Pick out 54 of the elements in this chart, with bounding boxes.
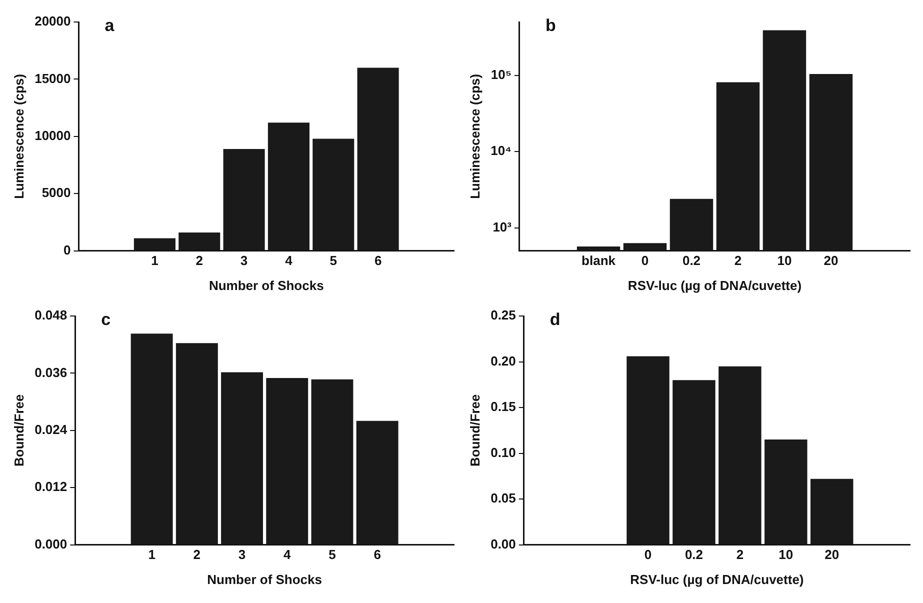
x-tick-label: 0.2 <box>682 253 701 268</box>
x-tick-label: 2 <box>193 547 201 562</box>
x-axis-title: Number of Shocks <box>207 572 322 587</box>
x-tick-label: 6 <box>374 547 381 562</box>
y-tick-label: 0.000 <box>34 536 68 552</box>
x-tick-label: blank <box>582 253 616 268</box>
x-tick-label: 5 <box>330 253 337 268</box>
y-axis-title: Bound/Free <box>467 394 482 467</box>
y-tick-label: 10000 <box>34 128 71 143</box>
x-tick-label: 2 <box>736 547 744 562</box>
y-tick-label: 10³ <box>492 219 512 234</box>
x-tick-label: 20 <box>824 547 840 562</box>
y-tick-label: 0.048 <box>34 308 68 323</box>
y-tick-label: 5000 <box>42 185 71 200</box>
chart-title: b <box>545 16 556 36</box>
x-tick-label: 10 <box>777 253 792 268</box>
x-tick-label: 2 <box>196 253 203 268</box>
chart-title: d <box>550 310 560 330</box>
x-tick-label: 1 <box>151 253 158 268</box>
y-tick-label: 15000 <box>34 70 71 86</box>
y-tick-label: 0.15 <box>490 399 516 414</box>
y-axis-title: Luminescence (cps) <box>467 74 482 199</box>
y-tick-label: 0 <box>64 242 71 258</box>
y-tick-label: 0.012 <box>34 479 68 494</box>
y-tick-label: 0.25 <box>490 308 516 323</box>
x-tick-label: 0 <box>641 253 649 268</box>
x-tick-label: 0.2 <box>684 547 704 562</box>
x-tick-label: 20 <box>824 253 838 268</box>
x-tick-label: 10 <box>778 547 794 562</box>
x-tick-label: 4 <box>284 547 292 562</box>
y-tick-label: 20000 <box>34 14 71 29</box>
y-axis-title: Luminescence (cps) <box>11 74 26 199</box>
chart-title: c <box>101 310 111 330</box>
x-tick-label: 2 <box>734 253 742 268</box>
y-tick-label: 0.00 <box>490 536 516 552</box>
y-tick-label: 0.05 <box>490 490 516 506</box>
x-axis-title: RSV-luc (µg of DNA/cuvette) <box>630 572 804 587</box>
x-axis-title: RSV-luc (µg of DNA/cuvette) <box>628 278 802 293</box>
x-tick-label: 4 <box>285 253 294 268</box>
x-tick-label: 0 <box>644 547 652 562</box>
x-tick-label: 6 <box>374 253 382 268</box>
x-tick-label: 3 <box>240 253 248 268</box>
x-axis-title: Number of Shocks <box>208 278 324 293</box>
y-tick-label: 10⁴ <box>490 143 512 158</box>
y-tick-label: 0.10 <box>490 444 516 460</box>
x-tick-label: 5 <box>328 547 336 562</box>
y-tick-label: 0.024 <box>34 422 68 437</box>
y-tick-label: 0.20 <box>490 353 516 368</box>
x-tick-label: 1 <box>148 547 156 562</box>
chart-title: a <box>104 16 115 36</box>
y-tick-label: 10⁵ <box>490 66 512 82</box>
y-tick-label: 0.036 <box>34 364 68 380</box>
y-axis-title: Bound/Free <box>11 394 26 467</box>
x-tick-label: 3 <box>238 547 246 562</box>
